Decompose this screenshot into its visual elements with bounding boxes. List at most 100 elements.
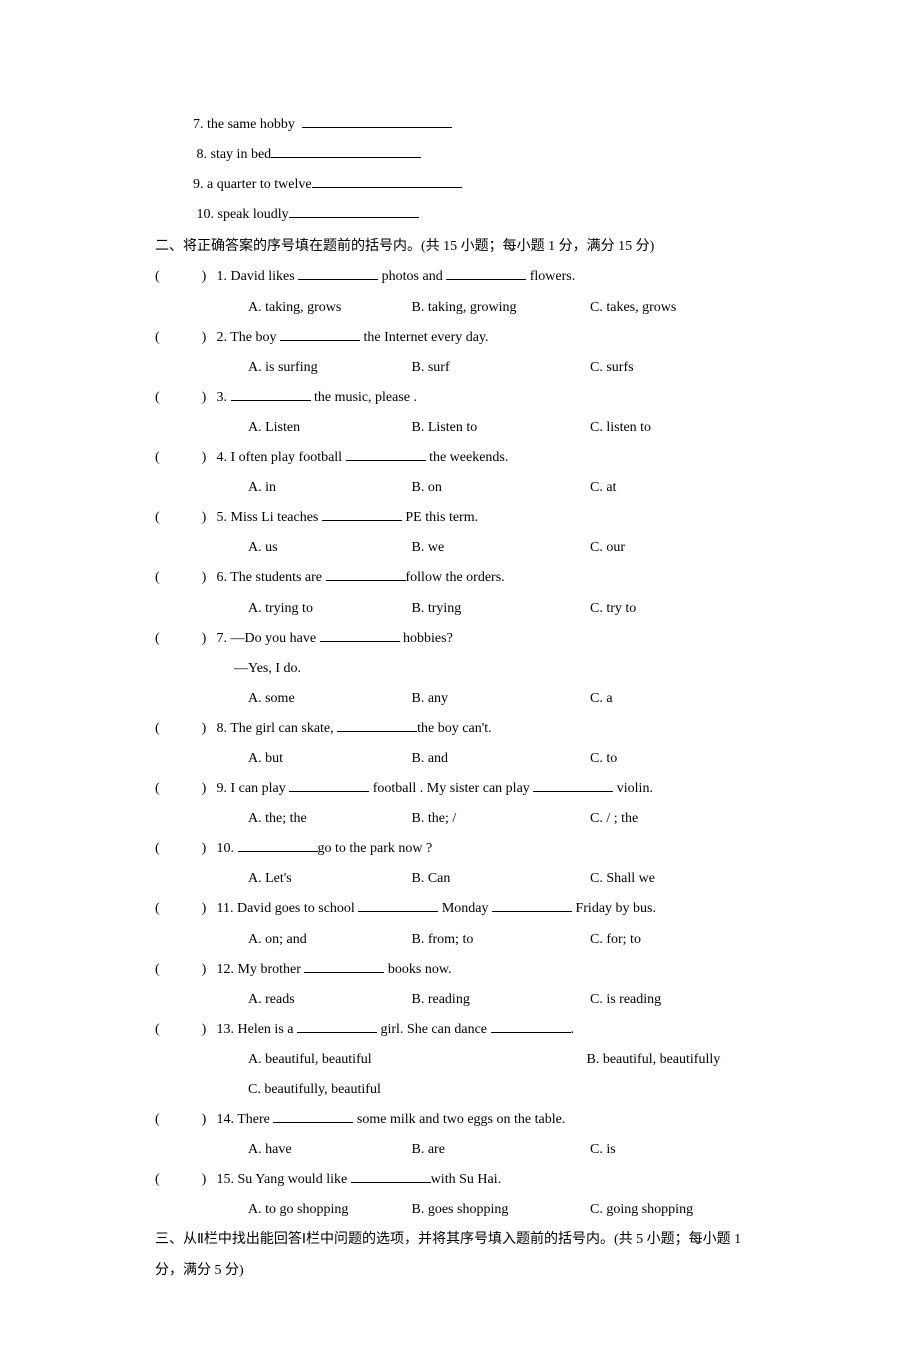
q14-opt-b[interactable]: B. are <box>412 1135 587 1165</box>
q13-opt-c[interactable]: C. beautifully, beautiful <box>248 1082 381 1097</box>
q15-paren[interactable]: ( ) <box>155 1165 213 1195</box>
q15-opt-c[interactable]: C. going shopping <box>590 1195 693 1225</box>
q12-opt-a[interactable]: A. reads <box>248 985 408 1015</box>
q15: ( ) 15. Su Yang would like with Su Hai. <box>155 1165 765 1195</box>
q4-blank1[interactable] <box>346 460 426 461</box>
q14-num: 14. <box>217 1112 235 1127</box>
q5-num: 5. <box>217 510 228 525</box>
q8-blank1[interactable] <box>337 731 417 732</box>
q4-paren[interactable]: ( ) <box>155 443 213 473</box>
q11-blank2[interactable] <box>492 911 572 912</box>
q12-paren[interactable]: ( ) <box>155 955 213 985</box>
q2-paren[interactable]: ( ) <box>155 323 213 353</box>
q11-p1: Monday <box>438 901 492 916</box>
q11-opt-c[interactable]: C. for; to <box>590 925 641 955</box>
q12-p1: books now. <box>384 962 451 977</box>
q4-opt-b[interactable]: B. on <box>412 473 587 503</box>
q9-paren[interactable]: ( ) <box>155 774 213 804</box>
q4-opt-a[interactable]: A. in <box>248 473 408 503</box>
q7-paren[interactable]: ( ) <box>155 624 213 654</box>
q15-blank1[interactable] <box>351 1182 431 1183</box>
q15-num: 15. <box>217 1172 235 1187</box>
fill-underline-7[interactable] <box>302 127 452 128</box>
q3-opt-b[interactable]: B. Listen to <box>412 413 587 443</box>
q9-p0: I can play <box>231 781 290 796</box>
q10-opt-a[interactable]: A. Let's <box>248 864 408 894</box>
q14-opt-a[interactable]: A. have <box>248 1135 408 1165</box>
q2-p1: the Internet every day. <box>360 330 489 345</box>
q8-opt-b[interactable]: B. and <box>412 744 587 774</box>
q14-blank1[interactable] <box>273 1122 353 1123</box>
q10-opt-c[interactable]: C. Shall we <box>590 864 655 894</box>
q13-blank2[interactable] <box>491 1032 571 1033</box>
q5-paren[interactable]: ( ) <box>155 503 213 533</box>
q2-blank1[interactable] <box>280 340 360 341</box>
q8-paren[interactable]: ( ) <box>155 714 213 744</box>
q1-opt-b[interactable]: B. taking, growing <box>412 293 587 323</box>
q9-opt-a[interactable]: A. the; the <box>248 804 408 834</box>
q2-opt-c[interactable]: C. surfs <box>590 353 634 383</box>
q9-blank1[interactable] <box>289 791 369 792</box>
fill-underline-9[interactable] <box>312 187 462 188</box>
q13-paren[interactable]: ( ) <box>155 1015 213 1045</box>
q1: ( ) 1. David likes photos and flowers. <box>155 262 765 292</box>
q11-opt-b[interactable]: B. from; to <box>412 925 587 955</box>
q3-blank1[interactable] <box>231 400 311 401</box>
q3-paren[interactable]: ( ) <box>155 383 213 413</box>
q4-p0: I often play football <box>231 450 346 465</box>
fill-item-10: 10. speak loudly <box>193 200 419 230</box>
q9-opt-b[interactable]: B. the; / <box>412 804 587 834</box>
q6-opt-a[interactable]: A. trying to <box>248 594 408 624</box>
q2-num: 2. <box>217 330 228 345</box>
q1-opt-c[interactable]: C. takes, grows <box>590 293 676 323</box>
fill-num-7: 7. <box>193 117 204 132</box>
q2-opt-b[interactable]: B. surf <box>412 353 587 383</box>
q5-opt-c[interactable]: C. our <box>590 533 625 563</box>
q10-paren[interactable]: ( ) <box>155 834 213 864</box>
q14-p0: There <box>237 1112 273 1127</box>
fill-underline-8[interactable] <box>271 157 421 158</box>
q13-opt-b[interactable]: B. beautiful, beautifully <box>587 1052 721 1067</box>
q12-opt-c[interactable]: C. is reading <box>590 985 661 1015</box>
q14-paren[interactable]: ( ) <box>155 1105 213 1135</box>
q1-paren[interactable]: ( ) <box>155 262 213 292</box>
q4-opt-c[interactable]: C. at <box>590 473 616 503</box>
q8-opt-c[interactable]: C. to <box>590 744 617 774</box>
q9-opt-c[interactable]: C. / ; the <box>590 804 638 834</box>
q13-blank1[interactable] <box>297 1032 377 1033</box>
q6-blank1[interactable] <box>326 580 406 581</box>
q1-blank2[interactable] <box>446 279 526 280</box>
q3-opt-a[interactable]: A. Listen <box>248 413 408 443</box>
q6-opt-b[interactable]: B. trying <box>412 594 587 624</box>
q15-opt-b[interactable]: B. goes shopping <box>412 1195 587 1225</box>
q5-opt-a[interactable]: A. us <box>248 533 408 563</box>
q6-paren[interactable]: ( ) <box>155 563 213 593</box>
q11-paren[interactable]: ( ) <box>155 894 213 924</box>
q5-blank1[interactable] <box>322 520 402 521</box>
q10: ( ) 10. go to the park now ? <box>155 834 765 864</box>
q6-opt-c[interactable]: C. try to <box>590 594 636 624</box>
q14-opt-c[interactable]: C. is <box>590 1135 616 1165</box>
fill-underline-10[interactable] <box>289 217 419 218</box>
q3-opt-c[interactable]: C. listen to <box>590 413 651 443</box>
q7-blank1[interactable] <box>320 641 400 642</box>
q7-opt-b[interactable]: B. any <box>412 684 587 714</box>
q12-opt-b[interactable]: B. reading <box>412 985 587 1015</box>
q1-blank1[interactable] <box>298 279 378 280</box>
q10-options: A. Let's B. Can C. Shall we <box>248 864 765 894</box>
q10-opt-b[interactable]: B. Can <box>412 864 587 894</box>
q7-opt-a[interactable]: A. some <box>248 684 408 714</box>
q7-opt-c[interactable]: C. a <box>590 684 613 714</box>
q9-blank2[interactable] <box>533 791 613 792</box>
q5-opt-b[interactable]: B. we <box>412 533 587 563</box>
q10-blank1[interactable] <box>238 851 318 852</box>
q11-opt-a[interactable]: A. on; and <box>248 925 408 955</box>
q8-opt-a[interactable]: A. but <box>248 744 408 774</box>
q11-blank1[interactable] <box>358 911 438 912</box>
q13-opt-a[interactable]: A. beautiful, beautiful <box>248 1045 583 1075</box>
q2-opt-a[interactable]: A. is surfing <box>248 353 408 383</box>
q12-blank1[interactable] <box>304 972 384 973</box>
q1-opt-a[interactable]: A. taking, grows <box>248 293 408 323</box>
q8-p1: the boy can't. <box>417 721 491 736</box>
q15-opt-a[interactable]: A. to go shopping <box>248 1195 408 1225</box>
